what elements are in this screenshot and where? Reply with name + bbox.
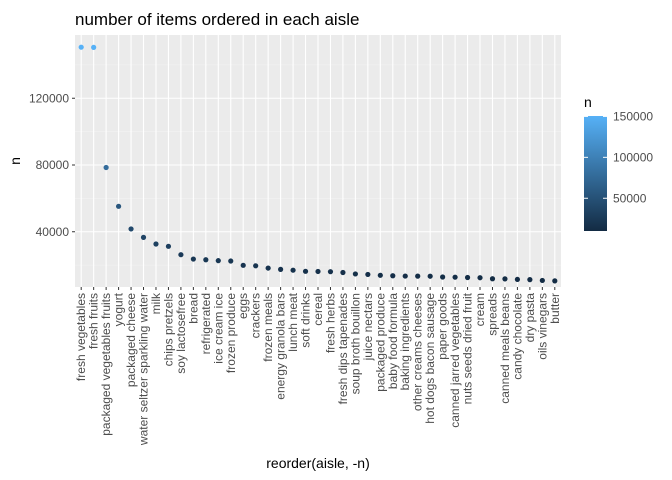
x-tick-label: baking ingredients [398,293,412,390]
data-point [327,269,334,275]
data-point [240,262,246,268]
x-tick-label: lunch meat [286,292,300,351]
x-tick-label: chips pretzels [161,293,175,366]
x-tick-label: bread [186,293,200,324]
data-point [452,274,458,280]
data-point [78,44,84,50]
data-point [253,263,259,269]
x-tick-label: fresh dips tapenades [336,293,350,404]
colorbar [584,116,607,231]
data-point [278,266,284,272]
y-axis-title: n [7,157,23,165]
x-tick-label: canned meals beans [498,293,512,404]
data-point [377,272,383,278]
x-tick-label: fresh fruits [87,293,101,349]
data-point [489,276,496,282]
data-point [402,273,408,279]
y-tick-label: 40000 [36,225,70,239]
data-point [365,271,371,278]
data-point [140,234,147,240]
data-point [514,276,521,283]
colorbar-tick-label: 100000 [613,150,653,164]
x-tick-label: fresh herbs [323,293,337,353]
data-point [190,256,196,262]
colorbar-tick-label: 150000 [613,109,653,123]
legend-title: n [584,94,592,110]
x-tick-label: butter [548,293,562,324]
x-tick-label: yogurt [112,292,126,326]
x-tick-label: dry pasta [523,293,537,343]
data-point [477,275,483,281]
x-tick-label: frozen produce [224,293,238,373]
x-tick-label: milk [149,292,163,314]
data-point [215,258,221,264]
y-tick-label: 80000 [36,158,70,172]
x-tick-label: water seltzer sparkling water [137,293,151,446]
data-point [128,226,134,232]
x-tick-label: packaged vegetables fruits [99,293,113,436]
data-point [165,243,172,249]
data-point [290,267,296,273]
x-tick-label: packaged produce [373,293,387,392]
data-point [502,276,508,282]
x-tick-label: hot dogs bacon sausage [423,293,437,424]
x-tick-label: cereal [311,293,325,326]
data-point [464,274,471,281]
data-point [552,278,558,284]
data-point [440,274,446,280]
data-points [78,44,558,284]
data-point [352,271,358,277]
x-tick-label: juice nectars [361,293,375,361]
x-axis-title: reorder(aisle, -n) [266,455,369,471]
colorbar-tick-label: 50000 [613,191,647,205]
chart-title: number of items ordered in each aisle [75,10,359,29]
data-point [115,203,122,209]
legend: n 50000 100000 150000 [584,94,653,231]
data-point [427,273,433,279]
gridlines [75,35,561,287]
y-tick-label: 120000 [29,91,69,105]
data-point [340,269,346,276]
data-point [415,273,421,279]
data-point [203,257,209,263]
x-tick-label: refrigerated [199,293,213,354]
x-tick-label: spreads [485,293,499,336]
x-tick-label: soy lactosefree [174,293,188,374]
data-point [153,241,159,247]
x-tick-label: canned jarred vegetables [448,293,462,428]
x-tick-label: cream [473,293,487,326]
x-tick-label: ice cream ice [211,293,225,364]
data-point [315,268,321,275]
x-tick-label: soup broth bouillon [348,293,362,394]
data-point [178,252,184,258]
colorbar-ticks: 50000 100000 150000 [584,109,653,205]
data-point [527,277,533,283]
x-tick-label: eggs [236,293,250,319]
data-point [103,164,109,171]
x-tick-label: fresh vegetables [74,293,88,381]
x-tick-label: soft drinks [299,293,313,348]
x-tick-label: packaged cheese [124,293,138,387]
data-point [91,44,97,50]
x-tick-label: other creams cheeses [411,293,425,411]
data-point [265,265,271,271]
data-point [228,258,234,264]
x-tick-label: baby food formula [386,293,400,389]
data-point [390,273,396,279]
x-tick-label: candy chocolate [510,293,524,380]
x-tick-label: paper goods [436,293,450,360]
x-tick-label: energy granola bars [274,293,288,400]
x-tick-label: crackers [249,293,263,338]
x-tick-label: oils vinegars [535,293,549,360]
x-tick-label: frozen meals [261,293,275,362]
x-tick-label: nuts seeds dried fruit [461,292,475,404]
y-axis: 40000 80000 120000 [29,91,75,239]
data-point [302,268,309,274]
data-point [539,277,545,284]
